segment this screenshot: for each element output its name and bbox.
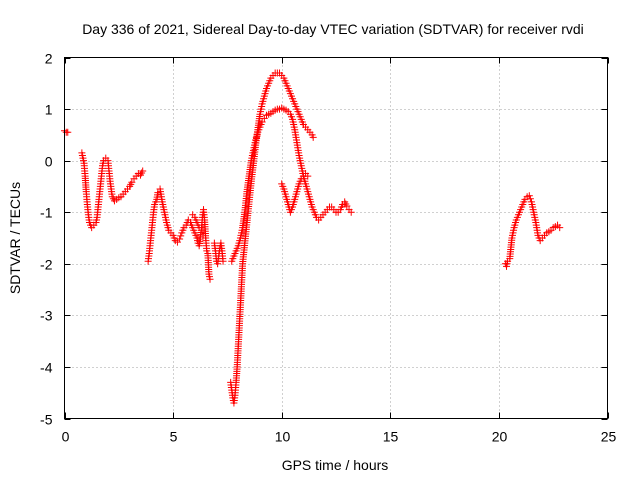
data-series-rvdi	[61, 69, 564, 407]
axis-ticks	[64, 57, 609, 420]
grid-lines	[64, 57, 608, 419]
x-tick-labels: 0 5 10 15 20 25	[62, 429, 617, 445]
chart-title: Day 336 of 2021, Sidereal Day-to-day VTE…	[82, 21, 584, 37]
y-tick-label: -1	[40, 205, 53, 221]
x-tick-label: 20	[492, 429, 508, 445]
y-tick-label: -5	[40, 412, 53, 428]
plot-frame	[64, 57, 608, 419]
x-tick-label: 10	[275, 429, 291, 445]
x-tick-label: 25	[601, 429, 617, 445]
data-point	[128, 178, 136, 186]
data-point	[176, 235, 184, 243]
data-point	[195, 224, 203, 232]
y-tick-label: 2	[45, 51, 53, 67]
data-point	[525, 192, 533, 200]
data-point	[304, 172, 312, 180]
data-point	[258, 118, 266, 126]
data-point	[139, 167, 147, 175]
data-point	[347, 208, 355, 216]
data-point	[343, 202, 351, 210]
data-point	[526, 195, 534, 203]
data-point	[309, 133, 317, 141]
y-tick-label: -3	[40, 308, 53, 324]
data-point	[206, 275, 214, 283]
x-axis-label: GPS time / hours	[282, 457, 389, 473]
data-point	[219, 257, 227, 265]
y-axis-label: SDTVAR / TECUs	[7, 182, 23, 294]
y-tick-label: -4	[40, 360, 53, 376]
y-tick-labels: -5 -4 -3 -2 -1 0 1 2	[40, 51, 53, 428]
x-tick-label: 0	[62, 429, 70, 445]
x-tick-label: 5	[170, 429, 178, 445]
y-tick-label: -2	[40, 257, 53, 273]
y-tick-label: 0	[45, 154, 53, 170]
y-tick-label: 1	[45, 102, 53, 118]
data-point	[177, 232, 185, 240]
data-point	[556, 224, 564, 232]
x-tick-label: 15	[383, 429, 399, 445]
data-point	[64, 128, 72, 136]
